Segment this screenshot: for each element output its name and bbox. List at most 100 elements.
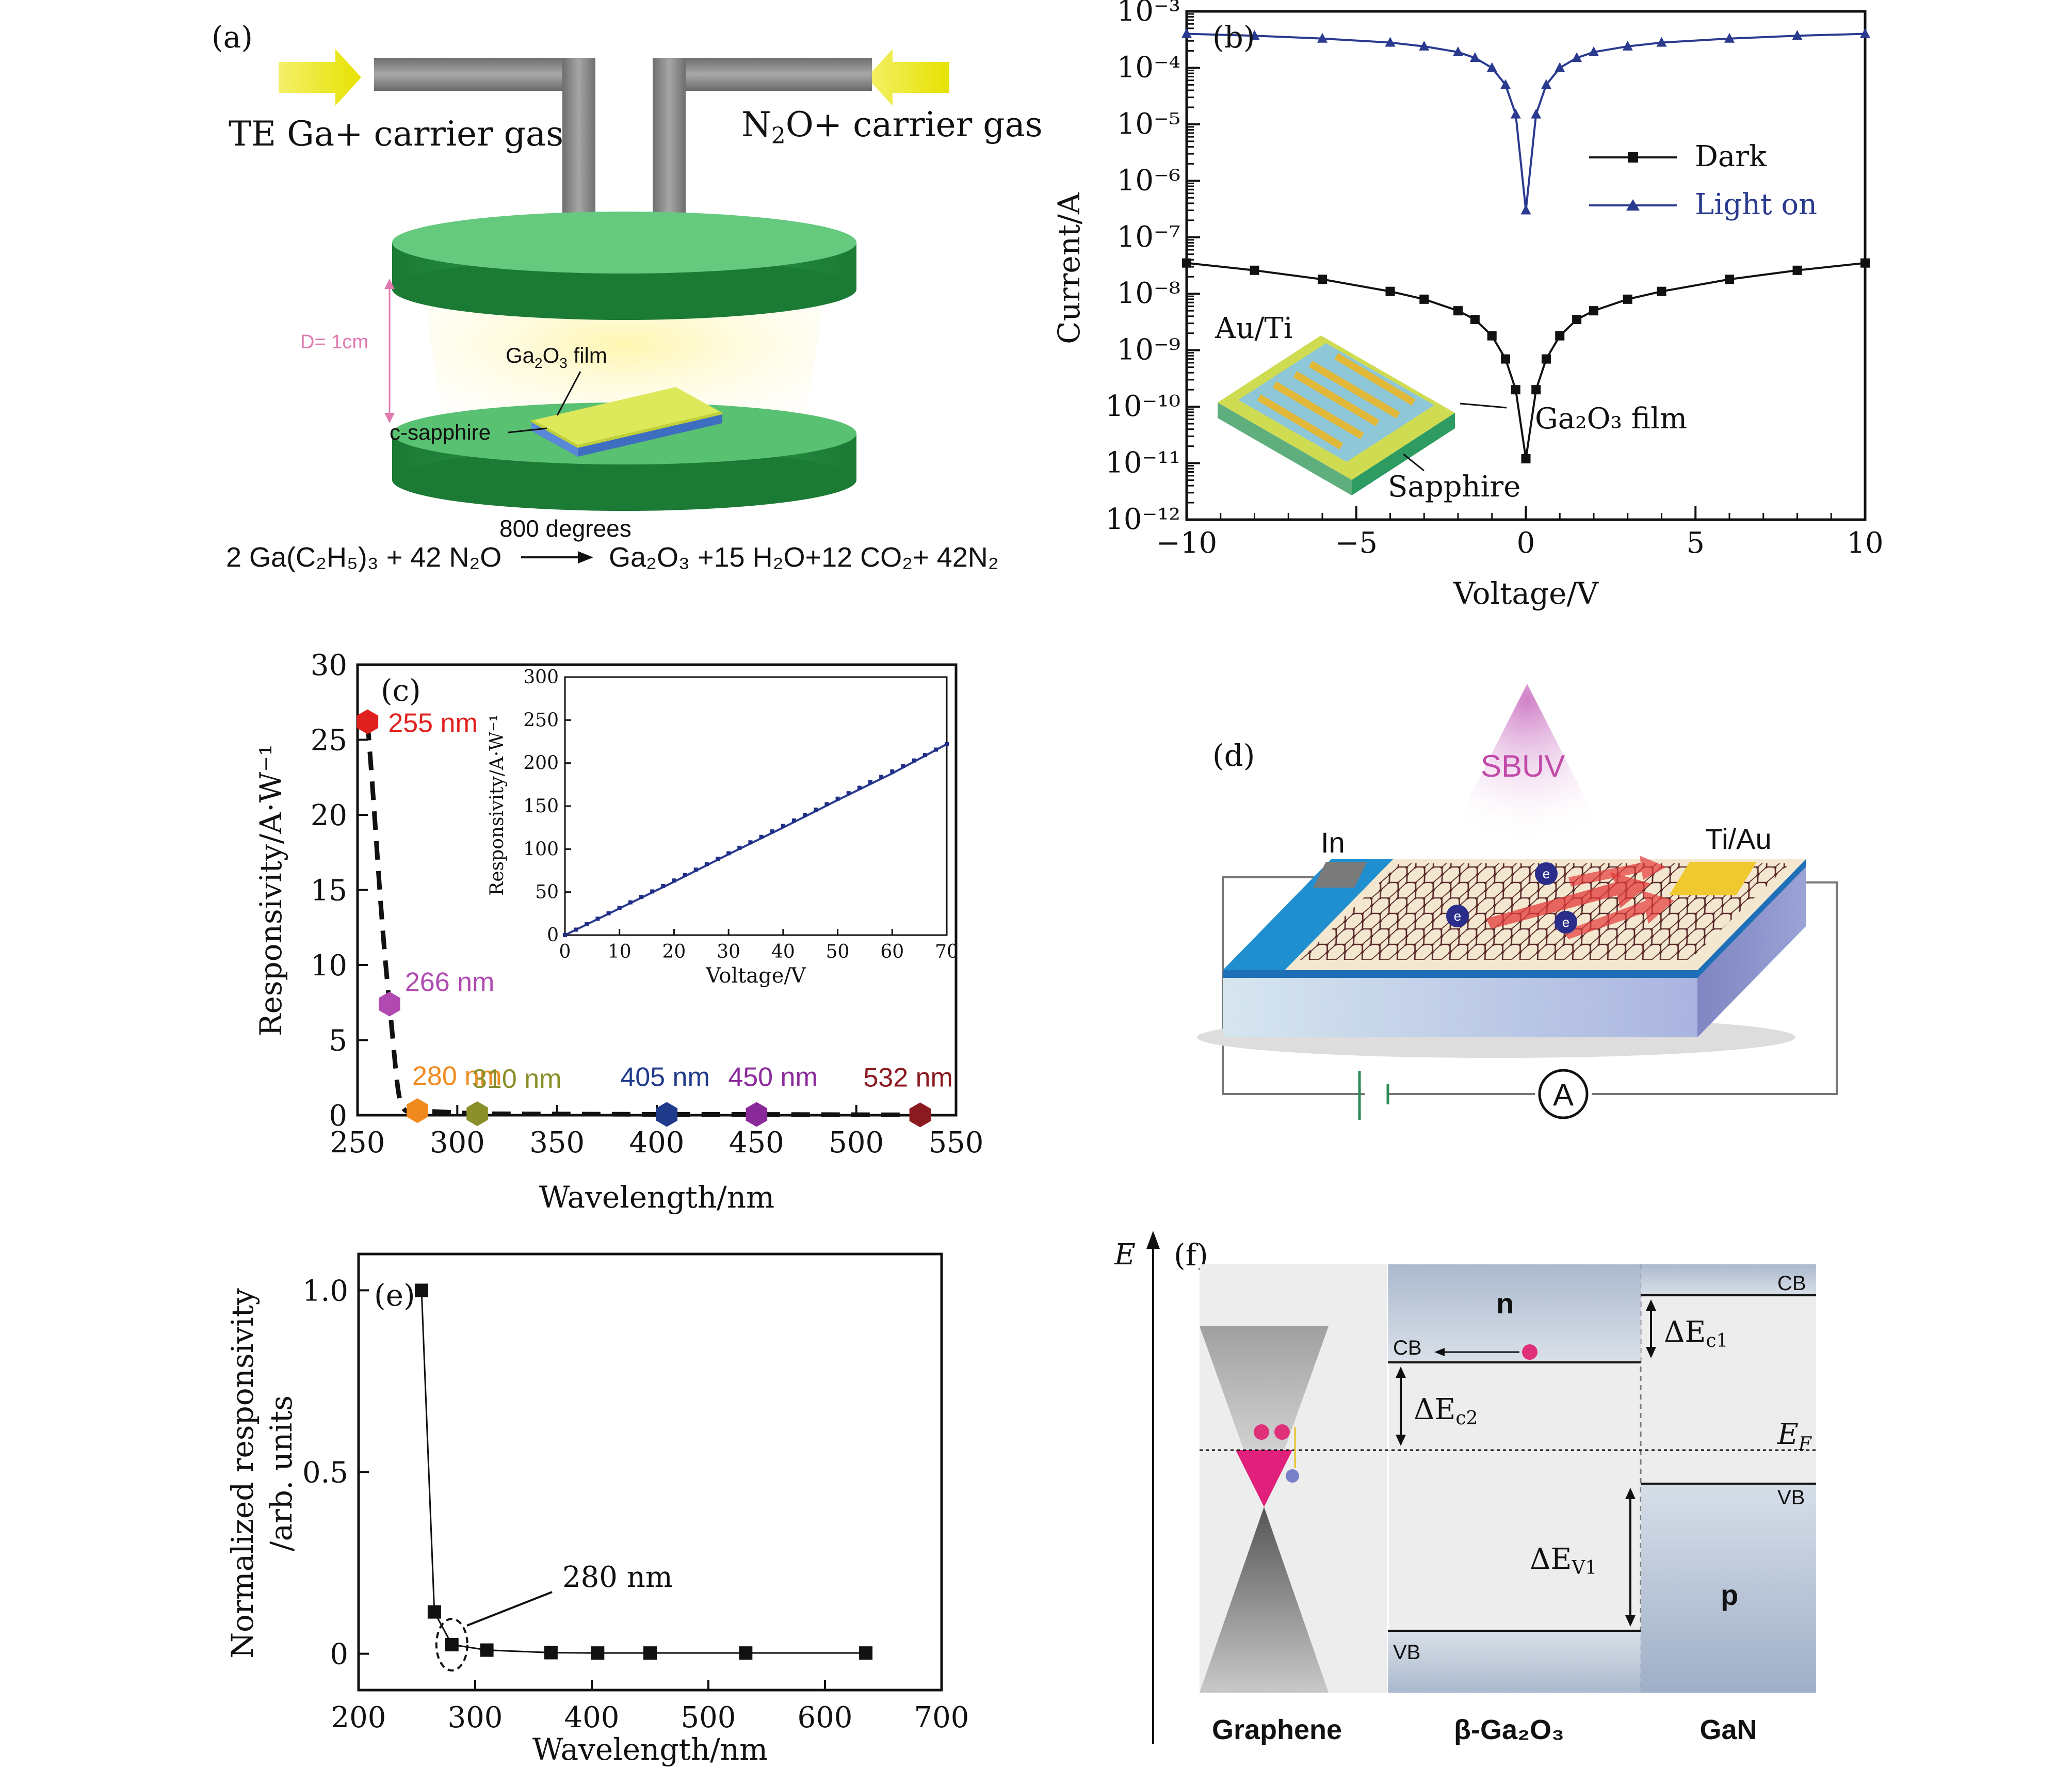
chart-c-inset-xtick-label: 50 — [826, 941, 850, 962]
chart-c-ytick-label: 10 — [311, 949, 347, 983]
chart-c-inset-point — [661, 883, 666, 888]
chart-c-inset-point — [672, 878, 676, 883]
panel-b: 10⁻³ 10⁻⁴ 10⁻⁵ 10⁻⁶ 10⁻⁷ 10⁻⁸ 10⁻⁹ 10⁻¹⁰ 10⁻¹¹ 10… — [1051, 0, 1884, 611]
chart-b-point-dark — [1541, 354, 1551, 364]
ga2o3-vb-label: VB — [1393, 1641, 1420, 1664]
film-pointer — [556, 371, 581, 416]
inset-film-pointer — [1460, 403, 1507, 409]
chart-b-point-dark — [1792, 265, 1802, 275]
inset-device-left — [1218, 403, 1352, 495]
chart-b-ytick-label: 10⁻⁵ — [1117, 107, 1180, 141]
graphene-hole-icon — [1286, 1469, 1299, 1483]
electron-flow-arrow-icon-2 — [1563, 890, 1674, 939]
panel-c-label: (c) — [381, 673, 421, 708]
in-contact-label: In — [1321, 826, 1345, 859]
top-disc-bottom — [392, 258, 856, 320]
chart-e-xtick-label: 700 — [914, 1701, 969, 1734]
fermi-level-label: EF — [1777, 1418, 1812, 1455]
chart-c-inset-point — [814, 807, 818, 812]
chart-b-xtick-label: 0 — [1517, 526, 1535, 560]
chart-c-inset-xlabel: Voltage/V — [705, 964, 806, 988]
chart-e-xtick-label: 600 — [798, 1701, 853, 1734]
chart-c-inset-point — [912, 758, 916, 763]
chart-c-ytick-label: 25 — [311, 724, 347, 758]
chart-c-point-label: 310 nm — [472, 1064, 561, 1094]
chart-c-xtick-label: 250 — [330, 1126, 385, 1160]
chart-b-ytick-label: 10⁻⁹ — [1117, 333, 1180, 367]
delta-ev1-label: ΔEV1 — [1530, 1542, 1597, 1579]
panel-c: 250 300 350 400 450 500 550051015202530Wavelen… — [253, 649, 983, 1215]
right-pipe-horizontal — [653, 58, 872, 91]
chart-b-point-dark — [1487, 331, 1497, 341]
chart-c-inset-point — [901, 764, 905, 768]
right-gas-label: N2O+ carrier gas — [741, 105, 1043, 149]
chart-b-point-light — [1555, 62, 1565, 72]
graphene-electron-icon — [1274, 1424, 1290, 1440]
electron-transfer-arrowhead-icon — [1434, 1348, 1445, 1356]
chart-b-series-line-light — [1186, 33, 1866, 211]
chart-b-point-light — [1622, 40, 1633, 51]
chart-c-point-label: 450 nm — [728, 1063, 817, 1092]
chart-e-ylabel-line1: Normalized responsivity — [225, 1288, 260, 1659]
panel-f: E (f) EF n p CB CB VB VB ΔEc1 — [1114, 1231, 1816, 1745]
chart-c-inset-xtick-label: 20 — [662, 941, 686, 962]
chart-c-inset-point — [595, 917, 600, 921]
chart-b-point-light — [1249, 30, 1260, 40]
chart-b-point-dark — [1589, 306, 1598, 316]
chart-c-inset-point — [704, 862, 709, 866]
legend-dark-marker — [1628, 152, 1638, 163]
right-gas-arrow-icon — [867, 49, 949, 106]
chart-c-inset-xtick-label: 40 — [771, 941, 795, 962]
chart-e-ylabel-line2: /arb. units — [264, 1395, 299, 1551]
chart-c-point-label: 280 nm — [412, 1061, 501, 1091]
in-contact — [1313, 862, 1367, 888]
chart-e-point — [445, 1637, 459, 1651]
reaction-products: Ga₂O₃ +15 H₂O+12 CO₂+ 42N₂ — [609, 542, 999, 573]
chart-c-point — [466, 1101, 488, 1127]
delta-ec2-label: ΔEc2 — [1414, 1393, 1478, 1429]
legend-light-label: Light on — [1695, 188, 1817, 221]
chart-e-ytick-label: 1.0 — [302, 1274, 348, 1308]
chart-b-point-dark — [1419, 294, 1429, 304]
chart-b-point-dark — [1725, 275, 1734, 284]
inset-electrodes — [1257, 352, 1416, 450]
region-n-label: n — [1496, 1287, 1514, 1320]
chart-b-point-dark — [1318, 275, 1327, 284]
film-top — [531, 387, 722, 446]
graphene-upper-cone — [1200, 1326, 1329, 1507]
chart-c-point — [746, 1102, 768, 1127]
chart-e-series — [415, 1283, 873, 1660]
chart-b-xtick-label: 5 — [1686, 526, 1705, 560]
chart-b-ytick-label: 10⁻¹¹ — [1105, 446, 1180, 480]
chart-c-inset-xtick-label: 0 — [559, 941, 571, 962]
chart-c-inset-point — [922, 753, 927, 758]
chart-c-inset-point — [650, 889, 655, 894]
ammeter-icon — [1538, 1069, 1589, 1119]
chart-c-ytick-label: 30 — [311, 649, 347, 682]
chart-b-ytick-label: 10⁻⁷ — [1117, 220, 1180, 254]
inset-film-label: Ga₂O₃ film — [1535, 402, 1687, 436]
chart-e-annotation: 280 nm — [562, 1561, 673, 1594]
chart-c-inset-ytick-label: 0 — [547, 925, 559, 946]
chart-c-inset-point — [716, 857, 720, 861]
chart-b-ytick-label: 10⁻¹⁰ — [1105, 390, 1180, 423]
chart-b-xtick-label: −5 — [1335, 526, 1378, 560]
chart-c-inset-frame — [564, 676, 948, 936]
device-block-front — [1223, 978, 1697, 1037]
chart-c-inset-point — [770, 829, 774, 834]
device-block-edge — [1223, 970, 1697, 978]
panel-b-label: (b) — [1212, 20, 1255, 55]
substrate-pointer — [508, 427, 547, 433]
chart-c-ytick-label: 20 — [311, 799, 347, 832]
chart-c-inset-point — [857, 785, 862, 790]
chart-b-point-dark — [1657, 286, 1666, 296]
chart-e-point — [859, 1646, 873, 1660]
chart-b-point-dark — [1521, 454, 1531, 463]
electron-label: e — [1454, 908, 1461, 924]
chart-b-ytick-label: 10⁻⁴ — [1117, 51, 1180, 84]
legend-dark-label: Dark — [1695, 140, 1767, 173]
chart-c-point — [407, 1098, 428, 1123]
legend-light-marker — [1626, 199, 1640, 211]
chart-c-inset-point — [737, 845, 742, 850]
chart-c-ylabel: Responsivity/A·W⁻¹ — [253, 744, 288, 1036]
